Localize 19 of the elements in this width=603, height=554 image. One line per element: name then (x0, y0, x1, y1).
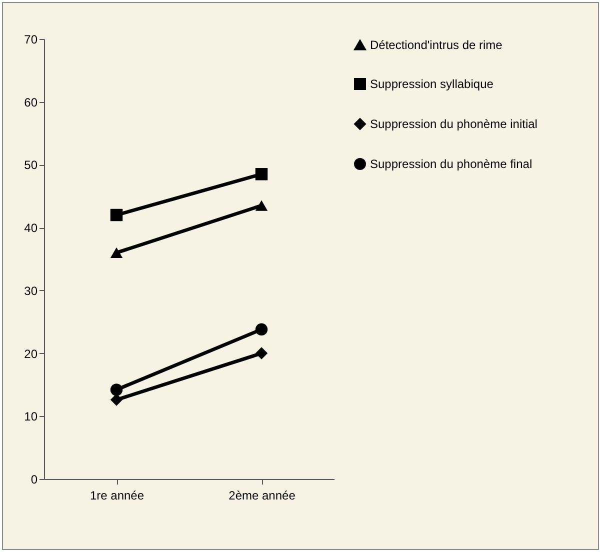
y-tick-label: 60 (24, 95, 38, 110)
y-tick-label: 0 (30, 472, 38, 486)
x-tick-label: 1re année (90, 488, 144, 502)
point (255, 323, 268, 336)
y-tick-label: 20 (24, 346, 38, 361)
y-tick-label: 50 (24, 158, 38, 172)
legend-label: Suppression syllabique (370, 77, 494, 91)
y-tick-label: 10 (24, 410, 38, 424)
legend-label: Suppression du phonème final (370, 157, 532, 171)
point (110, 384, 123, 396)
legend-label: Détectiond'intrus de rime (370, 38, 503, 52)
x-tick-label: 2ème année (228, 488, 296, 502)
y-tick-label: 40 (24, 221, 38, 236)
y-tick-label: 30 (24, 284, 38, 298)
point (255, 168, 268, 180)
y-tick-label: 70 (24, 32, 38, 46)
point (255, 347, 268, 360)
point (110, 208, 123, 222)
legend-label: Suppression du phonème initial (370, 117, 538, 131)
